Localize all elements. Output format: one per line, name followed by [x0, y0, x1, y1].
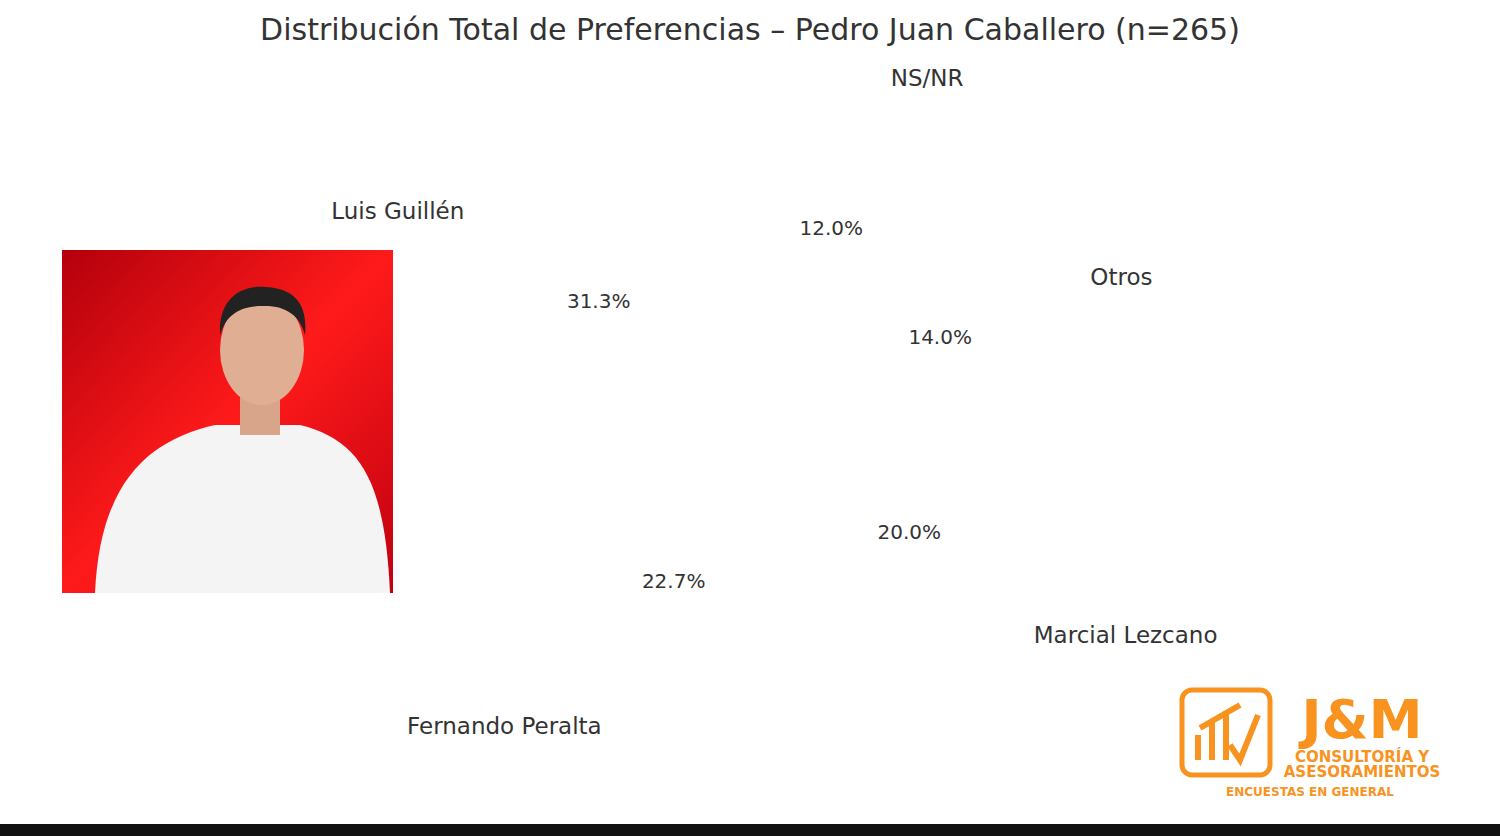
data-label: 22.7% [642, 569, 706, 593]
data-label: 14.0% [908, 325, 972, 349]
annotation: ASESORAMIENTOS [1284, 763, 1440, 781]
category-label: Luis Guillén [331, 198, 464, 224]
photo-frame [62, 250, 393, 593]
category-label: Marcial Lezcano [1034, 622, 1218, 648]
data-label: 20.0% [878, 520, 942, 544]
logo-icon-lines [1198, 705, 1258, 760]
data-label: 31.3% [567, 289, 631, 313]
category-label: Otros [1090, 264, 1152, 290]
photo-hair [220, 287, 306, 335]
photo-body [95, 425, 390, 593]
category-label: NS/NR [891, 65, 964, 91]
logo: J&MCONSULTORÍA YASESORAMIENTOSENCUESTAS … [1182, 688, 1440, 799]
bottom-bar [0, 824, 1500, 836]
annotation: J&M [1298, 688, 1423, 751]
data-label: 12.0% [800, 216, 864, 240]
logo-icon [1182, 690, 1270, 775]
background [0, 0, 1500, 836]
annotation: ENCUESTAS EN GENERAL [1226, 785, 1394, 799]
chart: Distribución Total de Preferencias – Ped… [0, 0, 1500, 836]
labels: NS/NR Otros Marcial Lezcano Fernando Peralt… [331, 65, 1217, 739]
category-label: Fernando Peralta [407, 713, 602, 739]
title: Distribución Total de Preferencias – Ped… [260, 12, 1240, 47]
photo [62, 250, 393, 593]
